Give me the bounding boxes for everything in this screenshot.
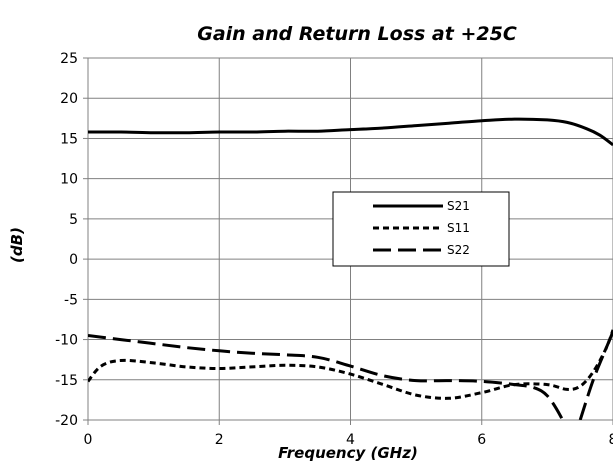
x-axis: 0 2 4 6 8: [84, 420, 613, 448]
x-tick-label: 8: [609, 432, 613, 448]
legend: S21 S11 S22: [332, 191, 510, 267]
series-line-s22: [578, 330, 613, 420]
series-lines: [88, 117, 613, 420]
y-tick-label: -15: [55, 373, 78, 389]
y-tick-label: -5: [64, 292, 78, 308]
legend-box: [332, 191, 510, 267]
y-tick-label: 20: [60, 91, 78, 107]
legend-label-s11: S11: [447, 221, 470, 235]
x-tick-label: 2: [215, 432, 224, 448]
series-line-s21: [88, 117, 613, 147]
legend-label-s22: S22: [447, 243, 470, 257]
legend-label-s21: S21: [447, 199, 470, 213]
x-tick-label: 4: [346, 432, 355, 448]
x-axis-label: Frequency (GHz): [278, 444, 418, 462]
y-tick-label: 25: [60, 51, 78, 67]
x-tick-label: 6: [477, 432, 486, 448]
series-line-s11: [88, 329, 613, 400]
y-axis-label: (dB): [8, 227, 26, 263]
chart-title: Gain and Return Loss at +25C: [197, 23, 517, 45]
y-tick-label: 0: [69, 252, 78, 268]
y-axis: 25 20 15 10 5 0 -5 -10 -15 -20: [55, 51, 88, 429]
y-tick-label: 5: [69, 212, 78, 228]
y-tick-label: -20: [55, 413, 78, 429]
y-tick-label: -10: [55, 333, 78, 349]
y-tick-label: 15: [60, 131, 78, 147]
y-tick-label: 10: [60, 172, 78, 188]
series-line-s22: [88, 334, 565, 420]
x-tick-label: 0: [84, 432, 93, 448]
